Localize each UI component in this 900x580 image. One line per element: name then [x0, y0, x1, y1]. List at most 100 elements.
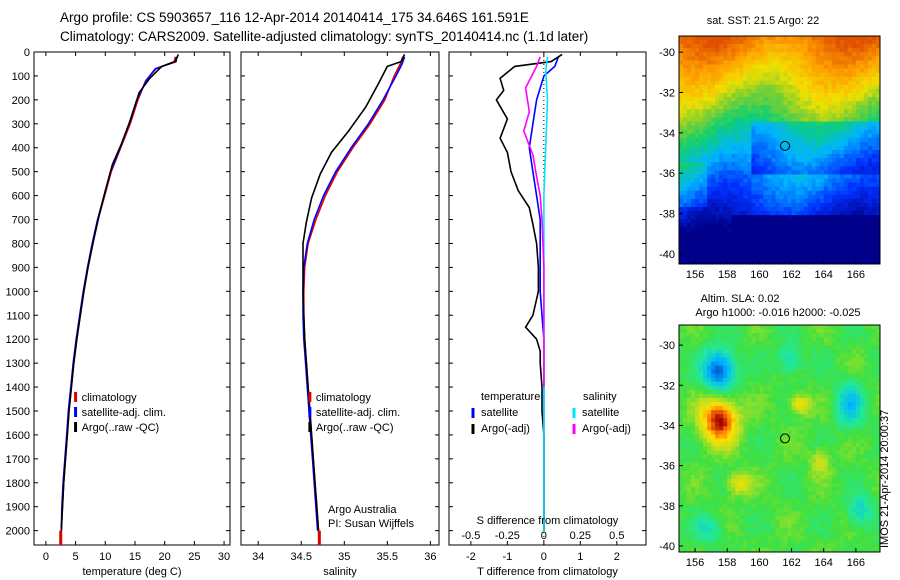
- map-cell: [735, 166, 740, 171]
- map-cell: [875, 333, 881, 338]
- map-cell: [855, 133, 861, 139]
- map-cell: [743, 186, 748, 192]
- map-cell: [735, 158, 740, 163]
- map-cell: [839, 40, 845, 45]
- map-cell: [855, 84, 861, 90]
- map-cell: [787, 211, 792, 216]
- map-cell: [683, 80, 688, 86]
- map-cell: [815, 52, 821, 57]
- map-cell: [823, 410, 829, 415]
- map-cell: [855, 357, 861, 362]
- map-cell: [679, 158, 684, 163]
- map-cell: [779, 125, 784, 131]
- map-cell: [683, 239, 688, 245]
- map-cell: [747, 406, 752, 411]
- map-cell: [855, 353, 861, 358]
- map-cell: [703, 170, 708, 175]
- map-cell: [847, 406, 853, 411]
- map-cell: [679, 239, 684, 245]
- map-cell: [803, 88, 809, 94]
- map-cell: [719, 247, 724, 253]
- map-cell: [755, 44, 760, 49]
- map-cell: [819, 219, 825, 224]
- map-cell: [747, 422, 752, 427]
- x-axis-label-top: S difference from climatology: [477, 515, 619, 527]
- map-cell: [871, 442, 877, 447]
- map-cell: [851, 125, 857, 131]
- map-cell: [683, 426, 688, 431]
- map-cell: [679, 430, 684, 435]
- map-cell: [855, 129, 861, 135]
- map-cell: [843, 381, 849, 387]
- map-cell: [771, 410, 776, 415]
- map-cell: [803, 227, 809, 232]
- map-cell: [871, 450, 877, 456]
- map-cell: [715, 442, 720, 447]
- map-cell: [851, 97, 857, 102]
- map-cell: [679, 458, 684, 464]
- map-cell: [727, 141, 732, 147]
- map-cell: [859, 333, 865, 338]
- map-cell: [835, 60, 841, 65]
- map-sla-map: 156 158 160 162 164 166-30-32-34-36-38-40: [659, 324, 881, 569]
- map-cell: [783, 198, 788, 204]
- map-cell: [791, 186, 796, 192]
- map-cell: [751, 325, 756, 330]
- map-cell: [867, 113, 873, 118]
- map-cell: [811, 133, 817, 139]
- map-cell: [791, 393, 796, 399]
- map-cell: [799, 117, 805, 122]
- map-cell: [759, 68, 764, 74]
- map-cell: [707, 166, 712, 171]
- map-cell: [839, 150, 845, 155]
- map-sst-map: 156 158 160 162 164 166-30-32-34-36-38-40: [659, 35, 881, 281]
- map-cell: [739, 166, 744, 171]
- map-cell: [755, 474, 760, 480]
- map-cell: [787, 109, 792, 114]
- map-cell: [703, 251, 708, 257]
- map-cell: [859, 198, 865, 204]
- map-cell: [871, 422, 877, 427]
- map-cell: [703, 430, 708, 435]
- map-cell: [791, 251, 796, 257]
- map-cell: [863, 406, 869, 411]
- map-cell: [771, 430, 776, 435]
- map-cell: [759, 129, 764, 135]
- map-cell: [831, 402, 837, 407]
- map-cell: [811, 442, 817, 447]
- map-cell: [827, 129, 833, 135]
- map-cell: [683, 174, 688, 179]
- map-cell: [719, 64, 724, 69]
- map-cell: [779, 454, 784, 460]
- map-cell: [835, 373, 841, 379]
- map-cell: [703, 80, 708, 86]
- map-cell: [823, 333, 829, 338]
- map-cell: [839, 397, 845, 403]
- map-cell: [775, 345, 780, 350]
- map-cell: [855, 373, 861, 379]
- map-cell: [791, 361, 796, 366]
- map-cell: [715, 109, 720, 114]
- map-cell: [771, 60, 776, 65]
- map-cell: [803, 109, 809, 114]
- map-cell: [779, 117, 784, 122]
- map-cell: [715, 227, 720, 232]
- map-cell: [783, 434, 788, 439]
- map-cell: [815, 349, 821, 354]
- map-cell: [699, 97, 704, 102]
- map-cell: [863, 88, 869, 94]
- map-cell: [803, 434, 809, 439]
- map-cell: [835, 255, 841, 261]
- map-cell: [695, 349, 700, 354]
- map-cell: [707, 52, 712, 57]
- map-cell: [751, 389, 756, 395]
- map-cell: [739, 72, 744, 78]
- map-cell: [795, 325, 800, 330]
- map-cell: [827, 337, 833, 342]
- map-cell: [771, 422, 776, 427]
- map-cell: [695, 52, 700, 57]
- map-cell: [767, 446, 772, 452]
- map-cell: [835, 72, 841, 78]
- map-cell: [843, 48, 849, 53]
- map-cell: [683, 255, 688, 261]
